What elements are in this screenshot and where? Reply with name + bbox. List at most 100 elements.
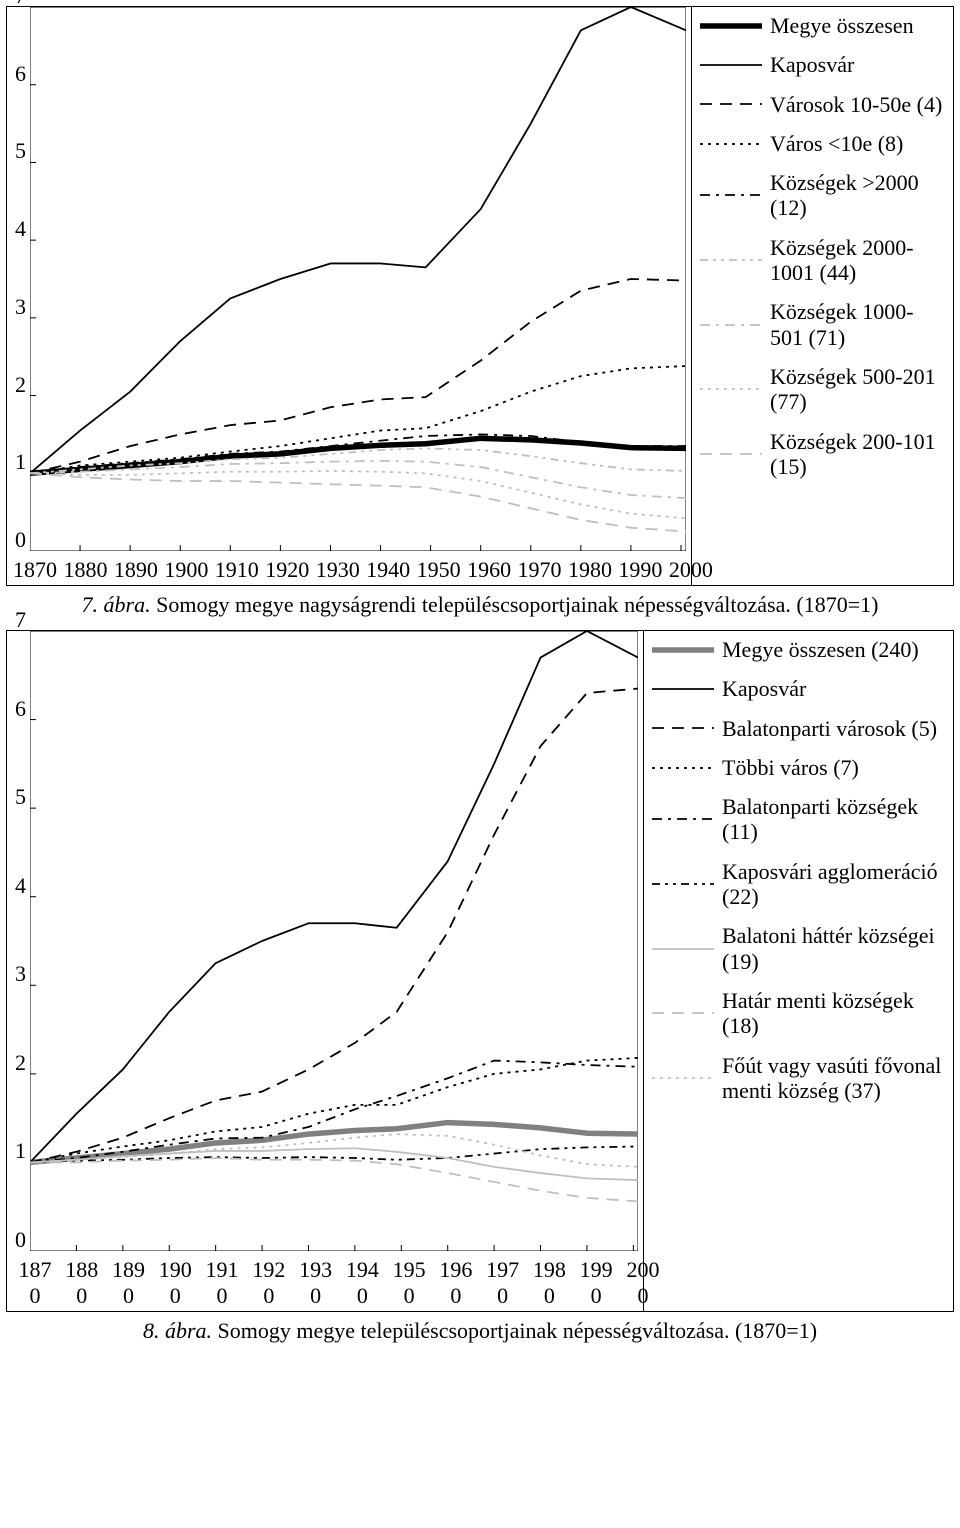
legend-label: Kaposvár: [722, 676, 806, 701]
ytick-label: 0: [15, 1227, 26, 1252]
xtick-label: 1960: [433, 1257, 480, 1309]
legend-label: Kaposvár: [770, 52, 854, 77]
legend-label: Határ menti községek (18): [722, 988, 945, 1039]
ytick-label: 4: [15, 216, 26, 241]
xtick-label: 1880: [58, 1257, 105, 1309]
legend-label: Balatoni háttér községei (19): [722, 923, 945, 974]
legend-item: Város <10e (8): [700, 131, 943, 156]
fig7-caption: 7. ábra. Somogy megye nagyságrendi telep…: [6, 592, 954, 618]
ytick-label: 4: [15, 873, 26, 898]
xtick-label: 1980: [526, 1257, 573, 1309]
xtick-label: 1890: [105, 1257, 152, 1309]
xtick-label: 1910: [212, 557, 262, 583]
xtick-label: 1920: [245, 1257, 292, 1309]
legend-swatch: [700, 134, 762, 154]
legend-label: Városok 10-50e (4): [770, 92, 942, 117]
xtick-label: 1870: [10, 557, 60, 583]
legend-item: Kaposvár: [652, 676, 945, 701]
ytick-label: 1: [15, 449, 26, 474]
ytick-label: 2: [15, 1050, 26, 1075]
ytick-label: 6: [15, 61, 26, 86]
ytick-label: 0: [15, 527, 26, 552]
legend-label: Balatonparti községek (11): [722, 794, 945, 845]
fig8-panel: 7654321018701880189019001910192019301940…: [6, 630, 954, 1312]
legend-swatch: [700, 16, 762, 36]
fig7-panel: 7654321018701880189019001910192019301940…: [6, 6, 954, 586]
legend-item: Községek 500-201 (77): [700, 364, 943, 415]
legend-swatch: [700, 315, 762, 335]
legend-item: Balatonparti városok (5): [652, 716, 945, 741]
legend-item: Balatoni háttér községei (19): [652, 923, 945, 974]
fig8: 7654321018701880189019001910192019301940…: [6, 630, 954, 1344]
xtick-label: 1940: [339, 1257, 386, 1309]
legend-swatch: [652, 718, 714, 738]
legend-swatch: [652, 939, 714, 959]
ytick-label: 6: [15, 696, 26, 721]
ytick-label: 2: [15, 372, 26, 397]
ytick-label: 3: [15, 294, 26, 319]
xtick-label: 1950: [386, 1257, 433, 1309]
legend-swatch: [700, 94, 762, 114]
ytick-label: 5: [15, 784, 26, 809]
legend-label: Főút vagy vasúti fővonal menti község (3…: [722, 1053, 945, 1104]
xtick-label: 1880: [60, 557, 110, 583]
legend-swatch: [652, 874, 714, 894]
legend-swatch: [700, 185, 762, 205]
legend-item: Határ menti községek (18): [652, 988, 945, 1039]
fig7-yaxis: 76543210: [7, 7, 30, 551]
xtick-label: 1970: [479, 1257, 526, 1309]
legend-label: Községek 500-201 (77): [770, 364, 943, 415]
ytick-label: 1: [15, 1138, 26, 1163]
legend-item: Többi város (7): [652, 755, 945, 780]
legend-swatch: [652, 1068, 714, 1088]
ytick-label: 7: [15, 607, 26, 632]
xtick-label: 1990: [573, 1257, 620, 1309]
legend-swatch: [652, 1003, 714, 1023]
xtick-label: 1960: [464, 557, 514, 583]
xtick-label: 1940: [363, 557, 413, 583]
legend-item: Kaposvári agglomeráció (22): [652, 859, 945, 910]
legend-item: Megye összesen (240): [652, 637, 945, 662]
fig8-caption: 8. ábra. Somogy megye településcsoportja…: [6, 1318, 954, 1344]
legend-item: Megye összesen: [700, 13, 943, 38]
fig7-plot: [30, 7, 686, 551]
legend-swatch: [700, 379, 762, 399]
legend-item: Községek 2000-1001 (44): [700, 235, 943, 286]
legend-swatch: [700, 55, 762, 75]
xtick-label: 1950: [413, 557, 463, 583]
xtick-label: 1870: [12, 1257, 59, 1309]
legend-swatch: [652, 679, 714, 699]
fig7: 7654321018701880189019001910192019301940…: [6, 6, 954, 618]
xtick-label: 1980: [565, 557, 615, 583]
fig8-plot: [30, 631, 638, 1251]
fig8-legend: Megye összesen (240) Kaposvár Balatonparti…: [643, 631, 953, 1311]
xtick-label: 1900: [152, 1257, 199, 1309]
legend-item: Községek 1000-501 (71): [700, 299, 943, 350]
legend-label: Községek 2000-1001 (44): [770, 235, 943, 286]
legend-swatch: [700, 250, 762, 270]
legend-label: Város <10e (8): [770, 131, 903, 156]
legend-swatch: [700, 444, 762, 464]
legend-item: Községek 200-101 (15): [700, 429, 943, 480]
xtick-label: 1990: [615, 557, 665, 583]
ytick-label: 3: [15, 961, 26, 986]
xtick-label: 1900: [161, 557, 211, 583]
legend-item: Főút vagy vasúti fővonal menti község (3…: [652, 1053, 945, 1104]
ytick-label: 7: [15, 0, 26, 8]
xtick-label: 1890: [111, 557, 161, 583]
legend-item: Községek >2000 (12): [700, 170, 943, 221]
legend-item: Városok 10-50e (4): [700, 92, 943, 117]
xtick-label: 1920: [262, 557, 312, 583]
fig7-xaxis: 1870188018901900191019201930194019501960…: [10, 551, 716, 585]
legend-swatch: [652, 809, 714, 829]
legend-label: Kaposvári agglomeráció (22): [722, 859, 945, 910]
legend-label: Községek 1000-501 (71): [770, 299, 943, 350]
legend-swatch: [652, 640, 714, 660]
legend-swatch: [652, 758, 714, 778]
xtick-label: 1910: [199, 1257, 246, 1309]
legend-label: Balatonparti városok (5): [722, 716, 937, 741]
xtick-label: 1930: [312, 557, 362, 583]
legend-label: Megye összesen (240): [722, 637, 919, 662]
legend-item: Kaposvár: [700, 52, 943, 77]
legend-label: Községek 200-101 (15): [770, 429, 943, 480]
